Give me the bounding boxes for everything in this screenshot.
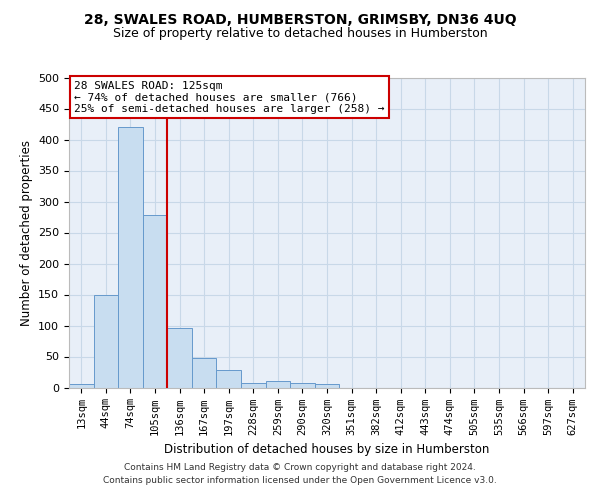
Bar	[266, 382, 290, 388]
Bar	[315, 384, 339, 388]
Text: 28, SWALES ROAD, HUMBERSTON, GRIMSBY, DN36 4UQ: 28, SWALES ROAD, HUMBERSTON, GRIMSBY, DN…	[83, 12, 517, 26]
Bar	[290, 382, 315, 388]
Y-axis label: Number of detached properties: Number of detached properties	[20, 140, 32, 326]
Bar	[118, 127, 143, 388]
Text: Size of property relative to detached houses in Humberston: Size of property relative to detached ho…	[113, 28, 487, 40]
Bar	[241, 382, 266, 388]
Bar	[94, 294, 118, 388]
Text: Contains HM Land Registry data © Crown copyright and database right 2024.: Contains HM Land Registry data © Crown c…	[124, 462, 476, 471]
Text: Contains public sector information licensed under the Open Government Licence v3: Contains public sector information licen…	[103, 476, 497, 485]
Bar	[217, 370, 241, 388]
Text: 28 SWALES ROAD: 125sqm
← 74% of detached houses are smaller (766)
25% of semi-de: 28 SWALES ROAD: 125sqm ← 74% of detached…	[74, 80, 385, 114]
Bar	[167, 328, 192, 388]
Bar	[192, 358, 217, 388]
Bar	[143, 215, 167, 388]
Bar	[69, 384, 94, 388]
X-axis label: Distribution of detached houses by size in Humberston: Distribution of detached houses by size …	[164, 443, 490, 456]
